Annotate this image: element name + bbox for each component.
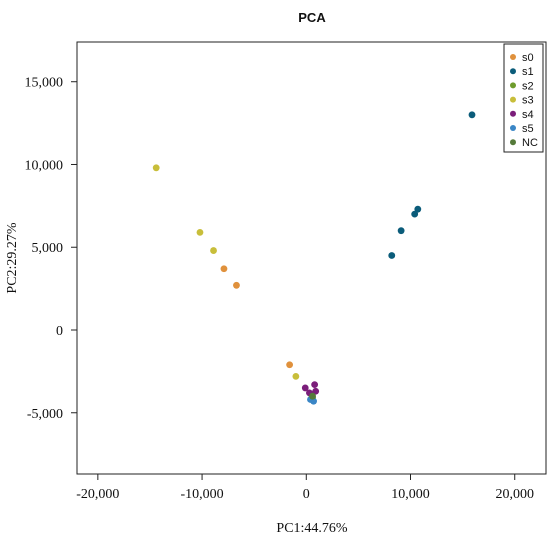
legend-marker-s1 bbox=[510, 68, 516, 75]
legend-label-s1: s1 bbox=[522, 66, 534, 78]
point-s4 bbox=[311, 381, 319, 389]
y-axis: -5,000 0 5,000 10,000 15,000 bbox=[25, 76, 77, 422]
point-s1 bbox=[468, 111, 476, 119]
plot-frame bbox=[76, 41, 547, 475]
data-points bbox=[152, 111, 476, 405]
point-s0 bbox=[233, 281, 240, 289]
legend-label-s0: s0 bbox=[522, 52, 534, 64]
point-s1 bbox=[411, 210, 419, 218]
legend-marker-s3 bbox=[510, 96, 516, 103]
x-tick-label: 20,000 bbox=[495, 487, 534, 502]
legend-marker-s4 bbox=[510, 110, 516, 117]
legend-label-s2: s2 bbox=[522, 80, 534, 92]
x-tick-label: 0 bbox=[303, 487, 310, 502]
chart-title: PCA bbox=[298, 10, 326, 25]
point-s1 bbox=[414, 205, 422, 213]
point-s4 bbox=[301, 384, 309, 392]
legend-marker-s5 bbox=[510, 125, 516, 131]
point-s1 bbox=[397, 227, 405, 235]
x-axis: -20,000 -10,000 0 10,000 20,000 bbox=[76, 474, 534, 502]
point-s3 bbox=[210, 247, 217, 254]
x-tick-label: -20,000 bbox=[76, 487, 119, 502]
point-s0 bbox=[286, 361, 294, 369]
point-s3 bbox=[292, 372, 300, 380]
y-tick-label: 10,000 bbox=[25, 158, 64, 173]
legend-marker-nc bbox=[510, 139, 516, 146]
y-tick-label: -5,000 bbox=[27, 407, 63, 422]
legend: s0 s1 s2 s3 s4 s5 NC bbox=[503, 43, 544, 153]
y-tick-label: 0 bbox=[56, 324, 63, 339]
y-tick-label: 5,000 bbox=[32, 241, 64, 256]
point-s3 bbox=[196, 228, 204, 236]
x-tick-label: -10,000 bbox=[180, 487, 223, 502]
point-s1 bbox=[388, 252, 396, 259]
y-axis-label: PC2:29.27% bbox=[5, 222, 20, 294]
point-s4 bbox=[312, 387, 320, 395]
legend-label-s3: s3 bbox=[522, 95, 534, 107]
legend-marker-s2 bbox=[510, 82, 516, 89]
legend-marker-s0 bbox=[510, 54, 516, 60]
legend-label-s4: s4 bbox=[522, 109, 534, 121]
point-nc bbox=[309, 392, 316, 400]
x-axis-label: PC1:44.76% bbox=[276, 521, 348, 536]
x-tick-label: 10,000 bbox=[391, 487, 430, 502]
legend-label-nc: NC bbox=[522, 137, 538, 149]
legend-label-s5: s5 bbox=[522, 123, 534, 135]
point-s0 bbox=[220, 265, 228, 273]
point-s3 bbox=[152, 164, 160, 172]
y-tick-label: 15,000 bbox=[25, 76, 64, 91]
